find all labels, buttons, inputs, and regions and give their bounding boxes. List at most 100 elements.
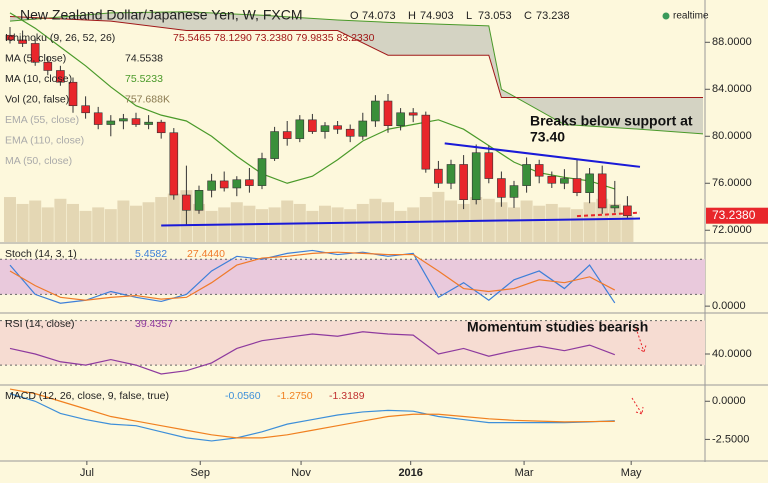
volume-bar xyxy=(230,202,243,242)
y-tick-label: 72.0000 xyxy=(712,224,752,236)
candle-body xyxy=(207,180,216,191)
candle-body xyxy=(30,43,40,63)
candle-body xyxy=(119,118,128,122)
level-band xyxy=(0,320,705,366)
volume-bar xyxy=(205,210,218,242)
y-tick-label: 0.0000 xyxy=(712,395,746,407)
ohlc-value: 74.073 xyxy=(362,10,396,22)
annotation: 73.40 xyxy=(530,129,565,145)
volume-bar xyxy=(142,202,155,242)
volume-bar xyxy=(306,210,319,242)
x-tick-label: Sep xyxy=(190,467,210,479)
volume-bar xyxy=(117,200,130,242)
ohlc-value: 74.903 xyxy=(420,10,454,22)
ohlc-key: O xyxy=(350,10,359,22)
candle-body xyxy=(610,205,620,209)
trendline xyxy=(444,142,641,168)
indicator-readout: 39.4357 xyxy=(135,318,173,330)
volume-bar xyxy=(520,200,533,242)
ohlc-key: C xyxy=(524,10,532,22)
volume-bar xyxy=(41,207,54,242)
legend-name: Ichimoku (9, 26, 52, 26) xyxy=(5,32,115,44)
volume-bar xyxy=(419,197,432,242)
indicator-line xyxy=(9,331,616,375)
candle-body xyxy=(282,131,292,139)
annotation: Breaks below support at xyxy=(530,113,693,129)
volume-bar xyxy=(4,197,16,242)
arrow xyxy=(635,327,647,353)
volume-bar xyxy=(432,191,445,242)
candle-body xyxy=(232,179,242,189)
candle-body xyxy=(471,152,481,201)
candle-body xyxy=(156,121,166,134)
volume-bar xyxy=(596,198,609,242)
candle-body xyxy=(182,194,191,211)
volume-bar xyxy=(583,202,596,242)
ma-line xyxy=(9,12,615,190)
volume-bar xyxy=(508,207,520,242)
candle-body xyxy=(459,164,468,201)
candle-body xyxy=(560,178,569,184)
candle-body xyxy=(396,112,405,126)
indicator-readout: -1.2750 xyxy=(277,390,313,402)
volume-bar xyxy=(104,209,117,242)
candle-body xyxy=(572,178,582,193)
legend-readout: 75.5233 xyxy=(125,73,163,85)
legend-name: MA (10, close) xyxy=(5,73,72,85)
candle-body xyxy=(81,105,90,114)
x-tick-label: 2016 xyxy=(398,467,422,479)
candle-body xyxy=(257,158,267,186)
volume-bar xyxy=(394,210,407,242)
x-tick-label: May xyxy=(621,467,642,479)
candle-body xyxy=(18,39,27,44)
volume-bar xyxy=(79,210,92,242)
volume-bar xyxy=(256,209,268,242)
indicator-readout: 27.4440 xyxy=(187,248,225,260)
candle-body xyxy=(295,119,305,139)
volume-bar xyxy=(67,203,79,242)
candle-body xyxy=(547,175,557,184)
volume-bar xyxy=(457,203,470,242)
volume-bar xyxy=(92,207,105,242)
volume-bar xyxy=(155,197,168,242)
volume-bar xyxy=(16,203,29,242)
candle-body xyxy=(383,100,393,126)
y-tick-label: 88.0000 xyxy=(712,36,752,48)
volume-bar xyxy=(54,198,67,242)
candle-body xyxy=(585,173,594,193)
volume-bar xyxy=(344,209,357,242)
candle-body xyxy=(320,125,330,132)
indicator-name: RSI (14, close) xyxy=(5,318,74,330)
volume-bar xyxy=(495,202,508,242)
price-tag-label: 73.2380 xyxy=(712,208,756,222)
y-tick-label: 80.0000 xyxy=(712,130,752,142)
cloud-span xyxy=(9,11,704,135)
candle-body xyxy=(169,132,179,196)
candle-body xyxy=(245,179,254,186)
cloud-span xyxy=(9,15,703,99)
status-dot xyxy=(662,12,670,20)
y-tick-label: 40.0000 xyxy=(712,348,752,360)
candle-body xyxy=(509,185,519,198)
volume-bar xyxy=(608,203,621,242)
candle-body xyxy=(5,34,15,41)
candle-body xyxy=(194,190,204,211)
volume-bar xyxy=(331,207,344,242)
candle-body xyxy=(333,125,342,130)
legend-name: EMA (110, close) xyxy=(5,134,84,146)
legend-name: EMA (55, close) xyxy=(5,114,79,126)
volume-bar xyxy=(470,197,483,242)
volume-bar xyxy=(281,200,294,242)
volume-bar xyxy=(167,193,180,242)
status: realtime xyxy=(673,11,709,22)
candle-body xyxy=(623,205,632,217)
candle-body xyxy=(534,164,544,177)
candle-body xyxy=(308,119,317,132)
legend-readout: 75.5465 78.1290 73.2380 79.9835 83.2330 xyxy=(173,32,375,44)
volume-bar xyxy=(369,198,382,242)
volume-bar xyxy=(558,207,571,242)
x-tick-label: Mar xyxy=(515,467,534,479)
candle-body xyxy=(43,61,53,71)
candle-body xyxy=(434,168,443,184)
